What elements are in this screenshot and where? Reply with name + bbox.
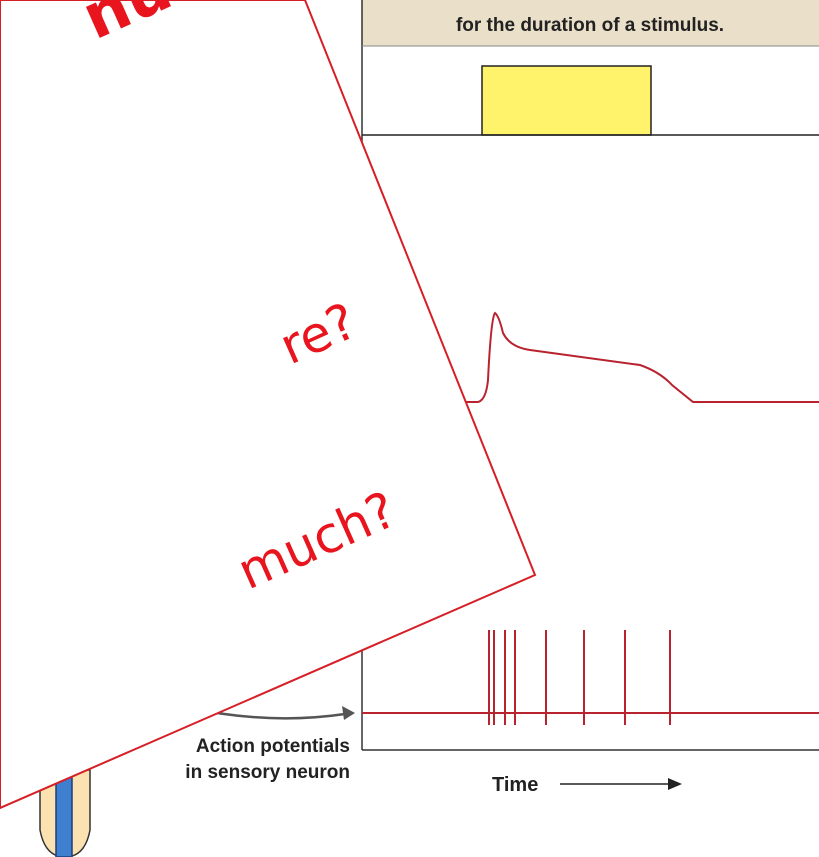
receptor-potential bbox=[440, 311, 819, 403]
stimulus-box bbox=[481, 65, 652, 136]
caption-line: in sensory neuron bbox=[185, 762, 350, 783]
card: nu re? much? bbox=[0, 0, 537, 810]
time-arrow-head bbox=[668, 778, 682, 790]
caption-line: Action potentials bbox=[196, 736, 350, 757]
time-label: Time bbox=[492, 774, 538, 796]
card-bg bbox=[0, 0, 537, 810]
arrow-head bbox=[342, 706, 355, 720]
banner-text: for the duration of a stimulus. bbox=[456, 15, 724, 36]
spike-train bbox=[362, 630, 819, 725]
banner-bg bbox=[362, 0, 819, 46]
